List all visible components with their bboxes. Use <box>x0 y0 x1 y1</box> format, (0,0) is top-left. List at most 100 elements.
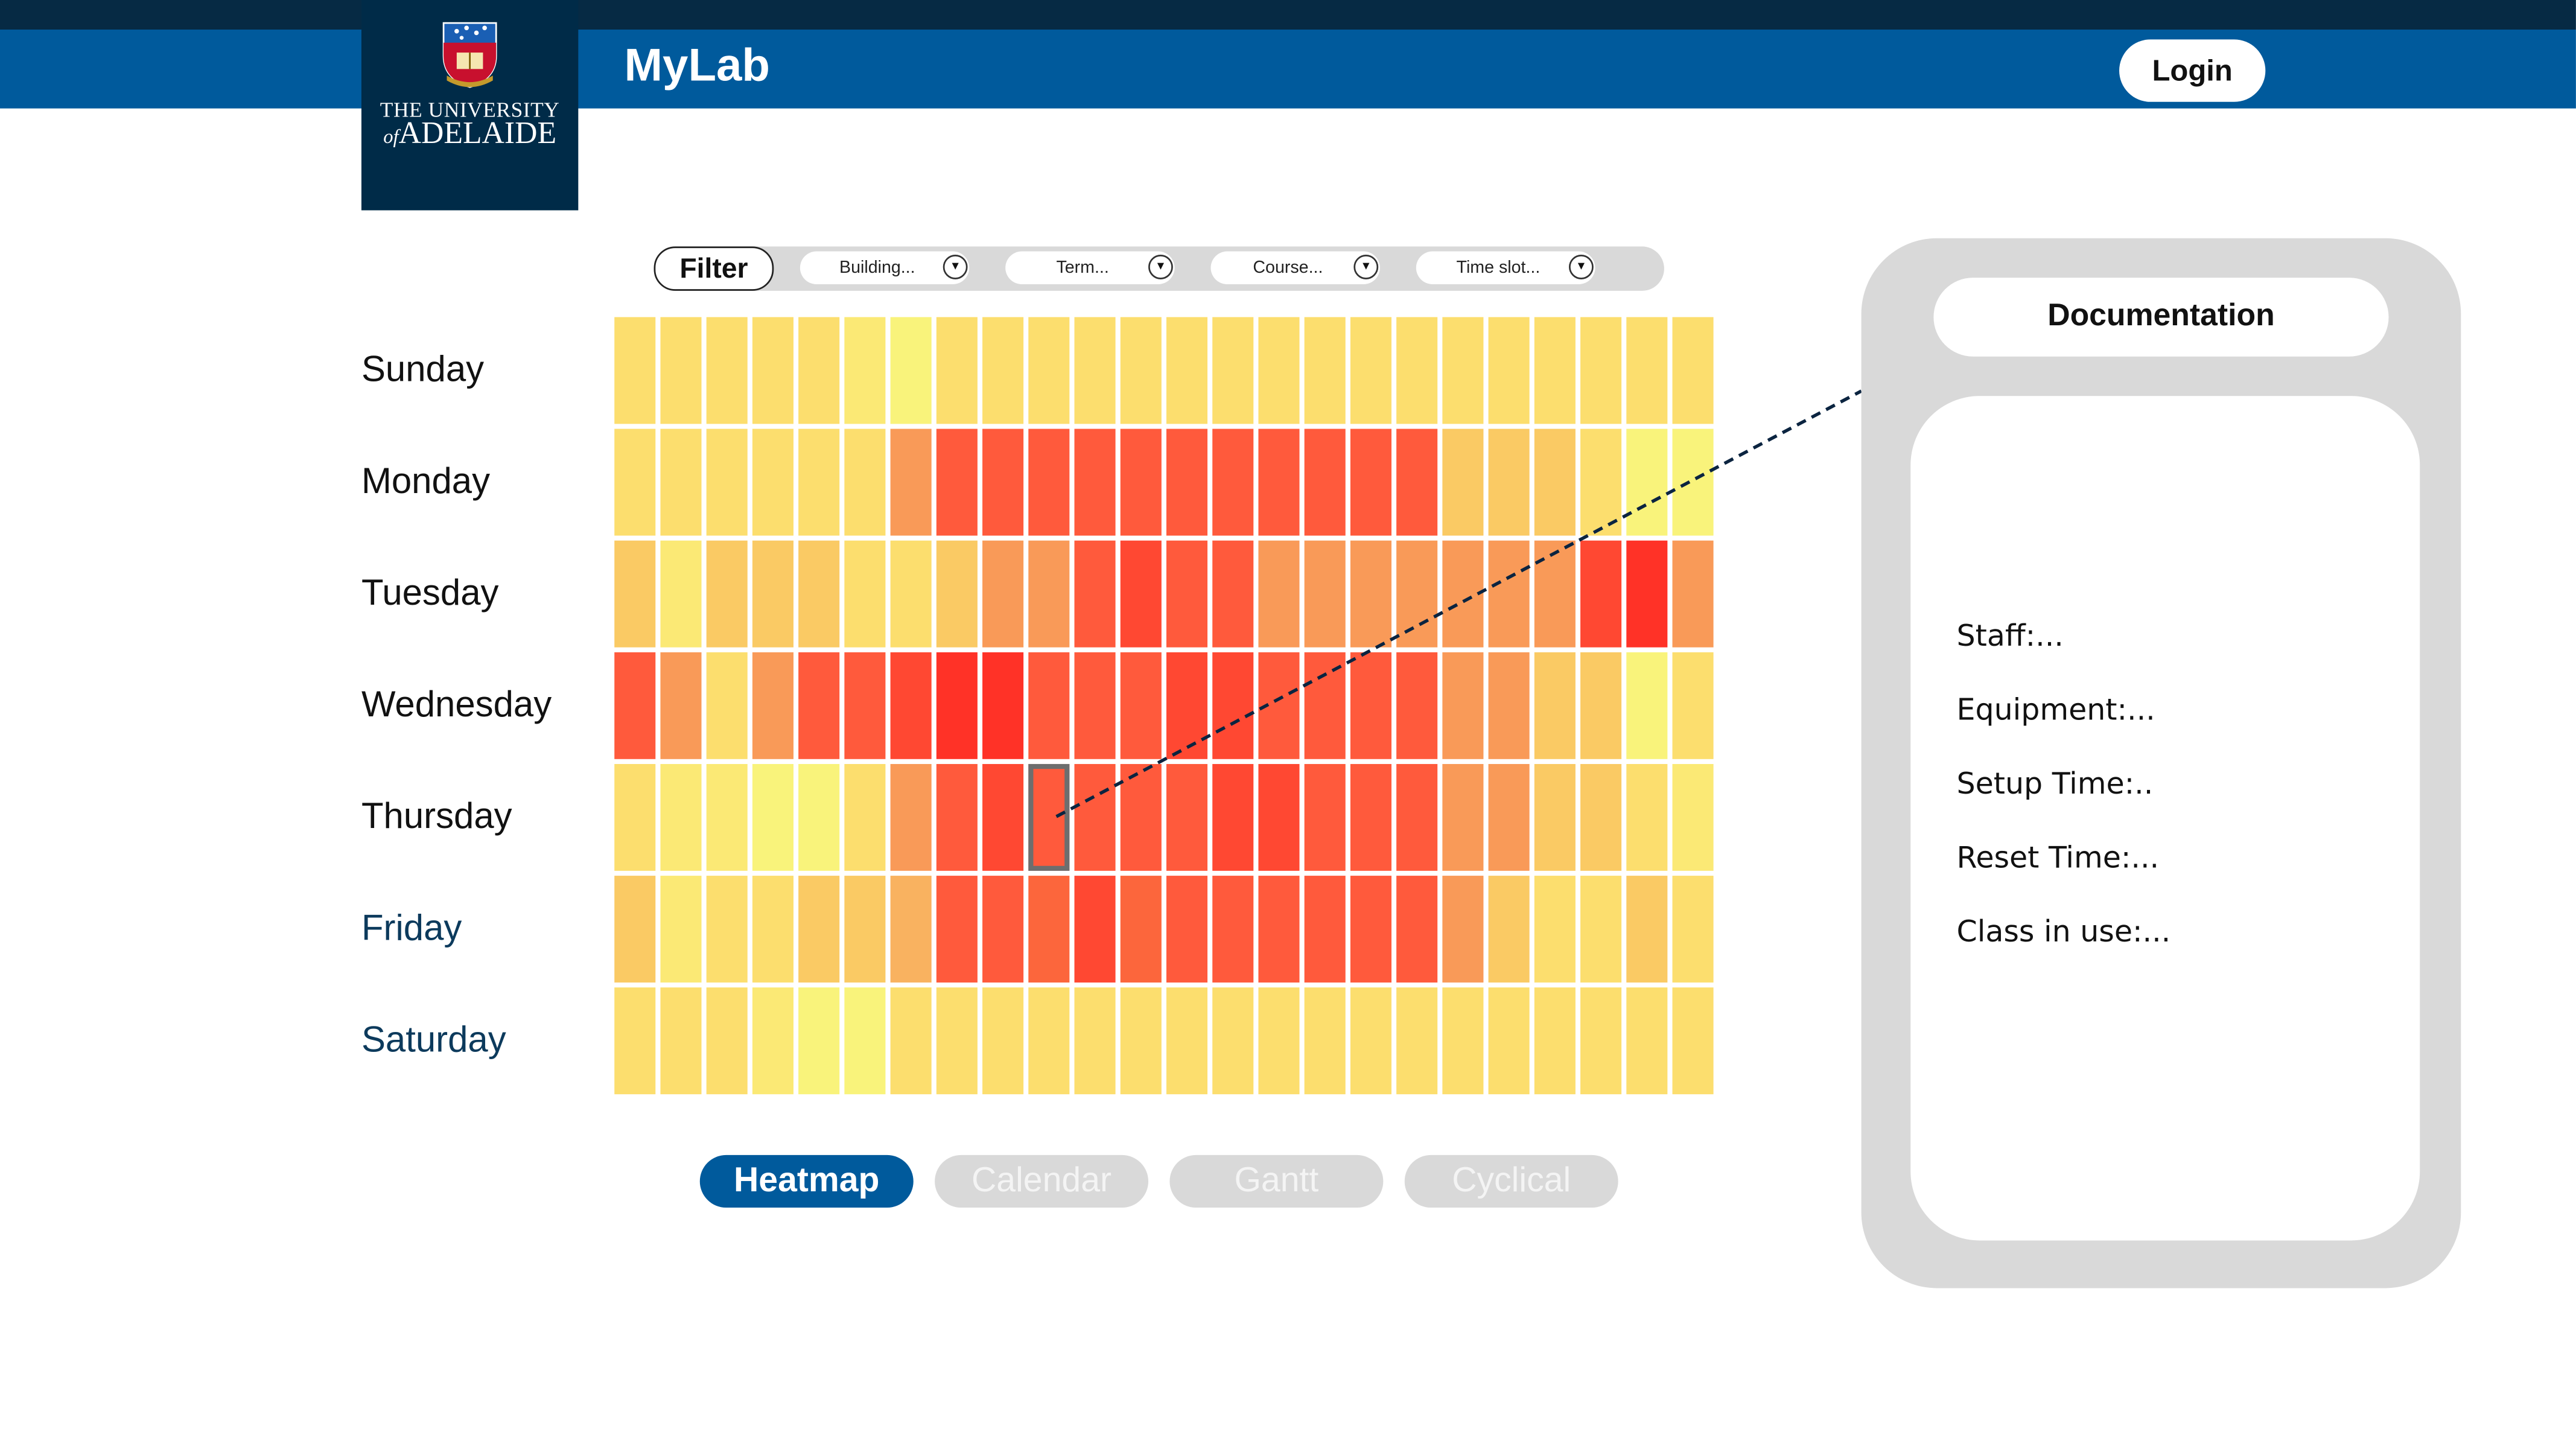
heatmap-cell[interactable] <box>1671 428 1713 535</box>
heatmap-cell[interactable] <box>1258 763 1299 870</box>
heatmap-cell[interactable] <box>1027 428 1069 535</box>
heatmap-cell[interactable] <box>1625 986 1667 1094</box>
heatmap-cell[interactable] <box>981 428 1023 535</box>
filter-label[interactable]: Filter <box>654 246 774 291</box>
heatmap-cell[interactable] <box>1533 763 1575 870</box>
heatmap-cell[interactable] <box>751 874 793 982</box>
heatmap-cell[interactable] <box>1533 874 1575 982</box>
heatmap-cell[interactable] <box>613 428 655 535</box>
heatmap-cell[interactable] <box>705 651 747 759</box>
heatmap-cell[interactable] <box>1671 763 1713 870</box>
heatmap-cell[interactable] <box>1395 316 1437 424</box>
heatmap-cell[interactable] <box>1165 316 1207 424</box>
heatmap-cell[interactable] <box>981 651 1023 759</box>
heatmap-cell[interactable] <box>889 763 931 870</box>
heatmap-cell[interactable] <box>797 986 839 1094</box>
heatmap-cell[interactable] <box>1119 316 1161 424</box>
heatmap-cell[interactable] <box>844 540 885 647</box>
calendar-view-button[interactable]: Calendar <box>935 1154 1149 1208</box>
heatmap-cell[interactable] <box>1258 540 1299 647</box>
heatmap-view-button[interactable]: Heatmap <box>699 1154 914 1208</box>
heatmap-cell[interactable] <box>1441 651 1483 759</box>
heatmap-cell[interactable] <box>705 874 747 982</box>
heatmap-cell[interactable] <box>751 763 793 870</box>
heatmap-cell[interactable] <box>1625 316 1667 424</box>
heatmap-cell[interactable] <box>660 874 701 982</box>
chevron-down-icon[interactable]: ▼ <box>943 254 968 279</box>
heatmap-cell[interactable] <box>1211 428 1253 535</box>
heatmap-cell[interactable] <box>889 428 931 535</box>
chevron-down-icon[interactable]: ▼ <box>1353 254 1379 279</box>
heatmap-cell[interactable] <box>1211 651 1253 759</box>
heatmap-cell[interactable] <box>751 428 793 535</box>
heatmap-cell[interactable] <box>660 540 701 647</box>
heatmap-cell[interactable] <box>1211 986 1253 1094</box>
heatmap-cell[interactable] <box>613 651 655 759</box>
heatmap-cell[interactable] <box>1027 651 1069 759</box>
heatmap-cell[interactable] <box>1487 540 1529 647</box>
heatmap-cell[interactable] <box>1165 428 1207 535</box>
building-dropdown[interactable]: Building... ▼ <box>800 251 970 284</box>
heatmap-cell[interactable] <box>797 874 839 982</box>
heatmap-cell[interactable] <box>844 651 885 759</box>
heatmap-cell[interactable] <box>1671 316 1713 424</box>
documentation-title[interactable]: Documentation <box>1933 278 2389 357</box>
heatmap-cell[interactable] <box>935 986 977 1094</box>
term-dropdown[interactable]: Term... ▼ <box>1005 251 1175 284</box>
heatmap-cell[interactable] <box>1625 540 1667 647</box>
heatmap-cell[interactable] <box>981 763 1023 870</box>
heatmap-cell[interactable] <box>1625 651 1667 759</box>
heatmap-cell[interactable] <box>1258 316 1299 424</box>
heatmap-cell[interactable] <box>1073 316 1115 424</box>
heatmap-cell[interactable] <box>1441 763 1483 870</box>
heatmap-cell[interactable] <box>1349 763 1391 870</box>
heatmap-cell[interactable] <box>935 428 977 535</box>
heatmap-cell[interactable] <box>1395 428 1437 535</box>
gantt-view-button[interactable]: Gantt <box>1169 1154 1384 1208</box>
heatmap-cell[interactable] <box>1395 874 1437 982</box>
heatmap-cell[interactable] <box>1487 874 1529 982</box>
chevron-down-icon[interactable]: ▼ <box>1568 254 1594 279</box>
heatmap-cell[interactable] <box>1027 874 1069 982</box>
heatmap-cell[interactable] <box>1027 316 1069 424</box>
heatmap-cell[interactable] <box>1671 540 1713 647</box>
heatmap-cell[interactable] <box>1211 540 1253 647</box>
heatmap-cell[interactable] <box>1487 763 1529 870</box>
heatmap-cell[interactable] <box>1671 986 1713 1094</box>
heatmap-cell[interactable] <box>705 986 747 1094</box>
heatmap-cell[interactable] <box>1671 651 1713 759</box>
heatmap-cell[interactable] <box>1533 540 1575 647</box>
heatmap-cell[interactable] <box>1073 874 1115 982</box>
heatmap-cell[interactable] <box>1395 763 1437 870</box>
heatmap-cell[interactable] <box>751 316 793 424</box>
heatmap-cell[interactable] <box>1303 316 1345 424</box>
heatmap-cell[interactable] <box>1441 540 1483 647</box>
heatmap-cell[interactable] <box>705 428 747 535</box>
heatmap-cell[interactable] <box>1119 540 1161 647</box>
heatmap-cell[interactable] <box>1073 428 1115 535</box>
heatmap-cell[interactable] <box>1487 651 1529 759</box>
heatmap-cell[interactable] <box>1441 316 1483 424</box>
university-logo[interactable]: THE UNIVERSITY ofADELAIDE <box>361 0 579 211</box>
heatmap-cell[interactable] <box>797 540 839 647</box>
heatmap-cell[interactable] <box>751 651 793 759</box>
heatmap-cell[interactable] <box>1625 874 1667 982</box>
heatmap-cell[interactable] <box>981 316 1023 424</box>
heatmap-cell[interactable] <box>844 763 885 870</box>
heatmap-cell[interactable] <box>1303 540 1345 647</box>
heatmap-cell[interactable] <box>981 540 1023 647</box>
heatmap-cell[interactable] <box>889 651 931 759</box>
heatmap-cell[interactable] <box>797 651 839 759</box>
heatmap-cell[interactable] <box>1533 986 1575 1094</box>
heatmap-cell[interactable] <box>660 763 701 870</box>
heatmap-cell[interactable] <box>935 540 977 647</box>
heatmap-cell[interactable] <box>889 540 931 647</box>
heatmap-cell[interactable] <box>1349 428 1391 535</box>
heatmap-cell[interactable] <box>1258 986 1299 1094</box>
heatmap-cell[interactable] <box>797 428 839 535</box>
heatmap-cell[interactable] <box>613 763 655 870</box>
heatmap-cell[interactable] <box>1349 316 1391 424</box>
heatmap-cell[interactable] <box>1119 428 1161 535</box>
heatmap-cell[interactable] <box>705 763 747 870</box>
heatmap-cell[interactable] <box>935 316 977 424</box>
